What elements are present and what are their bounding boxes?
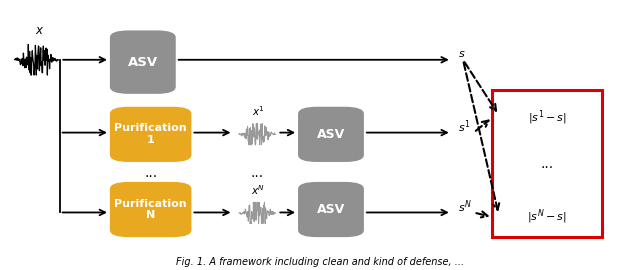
- FancyBboxPatch shape: [110, 31, 176, 94]
- Text: $|s^1 - s|$: $|s^1 - s|$: [528, 108, 567, 127]
- Text: ...: ...: [251, 166, 264, 180]
- Text: ASV: ASV: [128, 56, 158, 69]
- Text: ASV: ASV: [317, 203, 345, 216]
- FancyBboxPatch shape: [110, 182, 191, 237]
- Text: ...: ...: [144, 166, 157, 180]
- Text: Purification: Purification: [115, 199, 187, 209]
- Text: $s^N$: $s^N$: [458, 198, 472, 215]
- Text: N: N: [146, 210, 156, 220]
- FancyBboxPatch shape: [298, 182, 364, 237]
- FancyBboxPatch shape: [298, 107, 364, 162]
- Text: $x^1$: $x^1$: [252, 104, 265, 118]
- Text: $s^1$: $s^1$: [458, 119, 470, 135]
- FancyBboxPatch shape: [493, 90, 602, 237]
- Text: $x$: $x$: [35, 25, 44, 38]
- Text: $x^N$: $x^N$: [252, 183, 266, 197]
- Text: 1: 1: [147, 135, 154, 145]
- Text: $s$: $s$: [458, 49, 465, 59]
- Text: ASV: ASV: [317, 128, 345, 141]
- Text: $|s^N - s|$: $|s^N - s|$: [527, 208, 567, 227]
- Text: Purification: Purification: [115, 123, 187, 133]
- FancyBboxPatch shape: [110, 107, 191, 162]
- Text: ...: ...: [541, 157, 554, 171]
- Text: Fig. 1. A framework including clean and kind of defense, ...: Fig. 1. A framework including clean and …: [176, 257, 464, 267]
